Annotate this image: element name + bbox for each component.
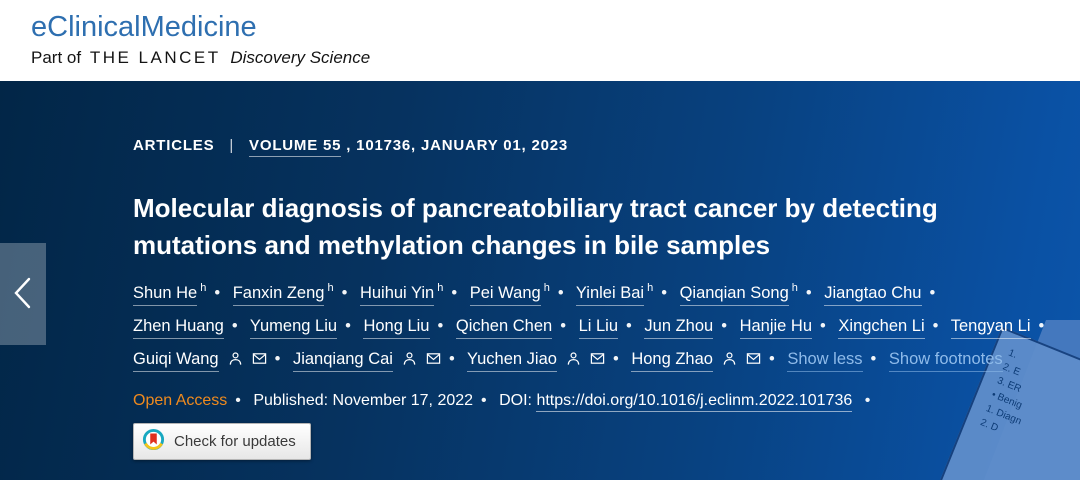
author-line: Shun He h • Fanxin Zeng h • Huihui Yin h • Pei…: [133, 272, 1033, 310]
author-link[interactable]: Jianqiang Cai: [292, 349, 393, 372]
affiliation-marker: h: [437, 282, 444, 294]
author-link[interactable]: Yumeng Liu: [249, 316, 338, 339]
separator-dot: •: [345, 316, 351, 335]
journal-logo[interactable]: eClinicalMedicine: [31, 11, 257, 43]
person-icon[interactable]: [722, 343, 737, 376]
separator-dot: •: [1038, 316, 1045, 335]
separator-dot: •: [448, 349, 455, 368]
author-link[interactable]: Qichen Chen: [455, 316, 553, 339]
volume-link[interactable]: VOLUME 55: [249, 137, 342, 157]
lancet-brand: THE LANCET: [89, 48, 221, 67]
open-access-badge: Open Access: [133, 391, 228, 409]
envelope-icon[interactable]: [426, 343, 441, 376]
author-link[interactable]: Tengyan Li: [950, 316, 1031, 339]
separator-dot: •: [820, 316, 826, 335]
author-link[interactable]: Hong Zhao: [631, 349, 713, 372]
envelope-icon[interactable]: [590, 343, 605, 376]
page-title: Molecular diagnosis of pancreatobiliary …: [133, 193, 938, 260]
separator-dot: •: [451, 283, 458, 302]
separator-dot: •: [214, 283, 221, 302]
author-list: Shun He h • Fanxin Zeng h • Huihui Yin h • Pei…: [133, 272, 1044, 376]
author-link[interactable]: Pei Wang: [469, 283, 541, 306]
show-less-link[interactable]: Show less: [787, 349, 863, 372]
envelope-icon[interactable]: [746, 343, 761, 376]
breadcrumb: ARTICLES | VOLUME 55 , 101736, JANUARY 0…: [133, 137, 1033, 157]
author-link[interactable]: Hanjie Hu: [739, 316, 813, 339]
show-footnotes-link[interactable]: Show footnotes: [888, 349, 1003, 372]
published-date: Published: November 17, 2022: [253, 391, 474, 409]
affiliation-marker: h: [543, 282, 550, 294]
site-header: eClinicalMedicine Part of THE LANCET Dis…: [0, 0, 1080, 78]
author-link[interactable]: Li Liu: [578, 316, 619, 339]
separator-dot: •: [721, 316, 727, 335]
tagline-prefix: Part of: [31, 48, 82, 67]
author-link[interactable]: Xingchen Li: [838, 316, 925, 339]
author-link[interactable]: Huihui Yin: [359, 283, 435, 306]
author-link[interactable]: Yuchen Jiao: [467, 349, 557, 372]
previous-article-button[interactable]: [0, 243, 46, 345]
separator-dot: •: [626, 316, 632, 335]
separator-dot: •: [274, 349, 281, 368]
article-banner: 1. 2. E 3. ER • Benig 1. Diagn 2. D ARTI…: [0, 81, 1080, 480]
breadcrumb-issue-date: , 101736, JANUARY 01, 2023: [346, 137, 569, 154]
separator-dot: •: [235, 391, 241, 409]
separator-dot: •: [560, 316, 566, 335]
author-link[interactable]: Jiangtao Chu: [824, 283, 922, 306]
author-link[interactable]: Fanxin Zeng: [232, 283, 325, 306]
envelope-icon[interactable]: [252, 343, 267, 376]
author-link[interactable]: Zhen Huang: [133, 316, 224, 339]
affiliation-marker: h: [791, 282, 798, 294]
person-icon[interactable]: [228, 343, 243, 376]
author-link[interactable]: Yinlei Bai: [575, 283, 645, 306]
check-for-updates-label: Check for updates: [174, 432, 296, 450]
doi-label: DOI:: [499, 391, 532, 409]
journal-tagline: Part of THE LANCET Discovery Science: [31, 48, 1080, 68]
breadcrumb-section[interactable]: ARTICLES: [133, 137, 215, 154]
separator-dot: •: [341, 283, 348, 302]
crossmark-logo-icon: [142, 428, 165, 455]
separator-dot: •: [231, 316, 238, 335]
separator-dot: •: [870, 349, 877, 368]
author-link[interactable]: Guiqi Wang: [133, 349, 219, 372]
separator-dot: •: [805, 283, 812, 302]
author-line: Zhen Huang • Yumeng Liu • Hong Liu • Qichen…: [133, 310, 1044, 343]
doi-link[interactable]: https://doi.org/10.1016/j.eclinm.2022.10…: [536, 391, 853, 412]
author-link[interactable]: Hong Liu: [363, 316, 430, 339]
separator-dot: •: [932, 316, 939, 335]
check-for-updates-button[interactable]: Check for updates: [133, 422, 311, 460]
author-line: Guiqi Wang • Jianqiang Cai • Yuchen Jiao • …: [133, 343, 1033, 376]
separator-dot: •: [437, 316, 444, 335]
separator-dot: •: [481, 391, 487, 409]
article-content: ARTICLES | VOLUME 55 , 101736, JANUARY 0…: [133, 137, 1044, 460]
separator-dot: •: [661, 283, 667, 302]
author-link[interactable]: Jun Zhou: [644, 316, 714, 339]
separator-dot: •: [864, 391, 871, 409]
tagline-style: Discovery Science: [230, 48, 371, 67]
breadcrumb-separator: |: [229, 137, 235, 154]
affiliation-marker: h: [200, 282, 207, 294]
person-icon[interactable]: [402, 343, 417, 376]
affiliation-marker: h: [647, 282, 654, 294]
author-link[interactable]: Qianqian Song: [679, 283, 789, 306]
header-divider: [0, 78, 1080, 81]
separator-dot: •: [929, 283, 936, 302]
person-icon[interactable]: [566, 343, 581, 376]
publication-meta: Open Access • Published: November 17, 202…: [133, 391, 1033, 412]
separator-dot: •: [612, 349, 619, 368]
author-link[interactable]: Shun He: [133, 283, 198, 306]
separator-dot: •: [768, 349, 775, 368]
separator-dot: •: [557, 283, 564, 302]
affiliation-marker: h: [327, 282, 334, 294]
chevron-left-icon: [12, 276, 34, 313]
